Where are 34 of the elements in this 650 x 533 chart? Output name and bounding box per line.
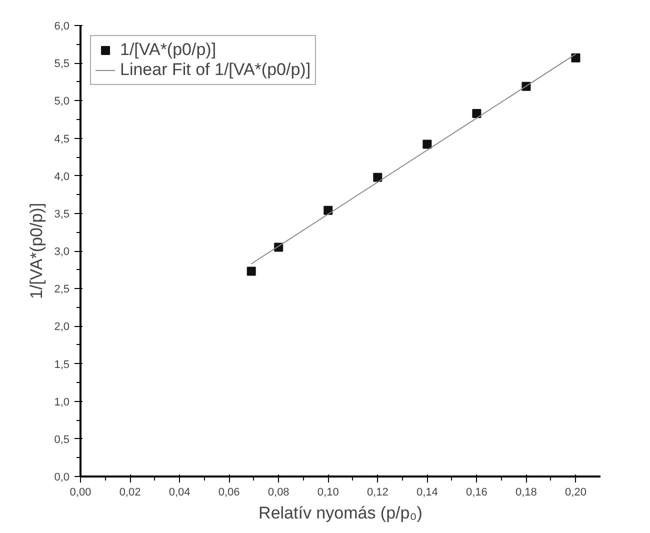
x-tick-label: 0,16 <box>466 486 488 498</box>
y-tick-label: 0,0 <box>54 472 70 484</box>
y-tick-label: 4,5 <box>54 133 70 146</box>
x-tick-label: 0,04 <box>168 486 190 498</box>
y-tick-label: 2,5 <box>54 284 70 296</box>
y-axis-title: 1/[VA*(p0/p)] <box>27 202 46 300</box>
x-tick-label: 0,00 <box>70 486 92 498</box>
y-tick-label: 5,5 <box>54 58 70 70</box>
x-tick-label: 0,02 <box>119 486 141 498</box>
y-tick-label: 5,0 <box>54 96 70 108</box>
point <box>324 206 333 215</box>
legend-label: Linear Fit of 1/[VA*(p0/p)] <box>120 60 311 80</box>
legend-label: 1/[VA*(p0/p)] <box>120 40 216 60</box>
x-tick-label: 0,10 <box>317 486 339 498</box>
y-tick-label: 3,0 <box>54 246 70 258</box>
x-tick-label: 0,12 <box>366 486 388 498</box>
x-tick-label: 0,08 <box>268 486 290 498</box>
y-tick-label: 3,5 <box>54 208 70 220</box>
point <box>373 172 382 182</box>
y-tick-label: 4,0 <box>54 170 70 183</box>
x-axis-title: Relatív nyomás (p/p₀) <box>258 504 422 522</box>
point <box>571 53 580 62</box>
y-tick-label: 1,5 <box>54 358 70 371</box>
point <box>422 140 432 149</box>
x-tick-label: 0,14 <box>416 486 438 498</box>
point <box>246 266 256 276</box>
x-tick-label: 0,06 <box>218 486 240 498</box>
y-tick-label: 6,0 <box>54 20 70 32</box>
y-tick-label: 1,0 <box>54 396 70 408</box>
x-tick-label: 0,20 <box>565 486 586 498</box>
x-tick-label: 0,18 <box>516 486 537 498</box>
y-tick-label: 2,0 <box>54 321 70 334</box>
point <box>472 108 482 118</box>
y-tick-label: 0,5 <box>54 434 70 446</box>
